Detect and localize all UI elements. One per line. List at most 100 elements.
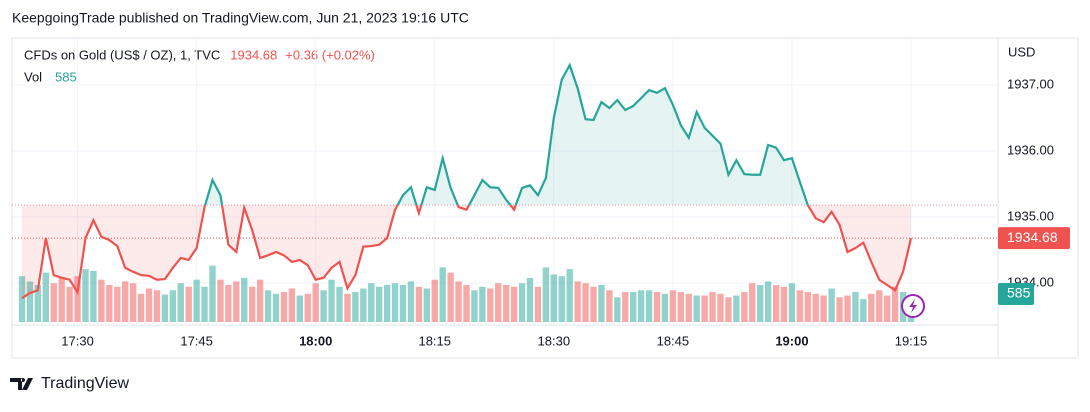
volume-bar [431, 279, 438, 322]
volume-bar [161, 294, 169, 322]
volume-bar [288, 288, 296, 322]
volume-bar [820, 295, 827, 322]
tradingview-logo: TradingView [10, 375, 129, 392]
volume-bar [391, 283, 399, 322]
x-tick-label: 18:00 [299, 333, 332, 348]
currency-label: USD [1008, 44, 1035, 59]
volume-bar [685, 293, 692, 322]
volume-bar [614, 297, 621, 322]
volume-bar [122, 281, 129, 322]
grid [12, 38, 998, 325]
volume-bar [503, 284, 510, 322]
volume-bar [772, 284, 780, 322]
volume-bar [812, 293, 819, 322]
volume-bar [455, 281, 462, 322]
volume-bar [558, 276, 565, 322]
volume-bar [725, 297, 732, 322]
volume-bar [717, 293, 724, 322]
volume-bar [891, 286, 899, 322]
chart-frame [11, 37, 1079, 359]
volume-bar [630, 292, 637, 322]
volume-value-label: 585 [1007, 285, 1031, 301]
volume-bar [757, 284, 764, 322]
volume-value-box [998, 283, 1034, 305]
volume-bar [26, 281, 34, 322]
volume-bar [74, 276, 81, 322]
volume-bar [193, 279, 200, 322]
y-tick-label: 1935.00 [1007, 208, 1054, 223]
volume-bar [368, 283, 375, 322]
volume-bar [58, 277, 65, 322]
lightning-icon [901, 294, 925, 318]
volume-bar [296, 295, 303, 322]
x-tick-label: 18:45 [657, 333, 690, 348]
volume-bar [733, 295, 740, 322]
brand: TradingView [41, 375, 129, 392]
volume-bar [495, 283, 502, 322]
volume-bar [137, 293, 145, 322]
volume-bar [336, 286, 343, 322]
x-tick-label: 19:00 [775, 333, 808, 348]
volume-bar [82, 269, 89, 322]
price-line-down [21, 205, 913, 300]
volume-bar [884, 295, 891, 322]
volume-bar [264, 290, 272, 322]
baseline-fill-up [22, 65, 911, 206]
volume-bar [320, 290, 327, 322]
x-tick-label: 17:30 [61, 333, 94, 348]
legend-change: +0.36 (+0.02%) [285, 47, 375, 62]
volume-bar [90, 270, 97, 322]
x-tick-label: 19:15 [895, 333, 928, 348]
y-tick-label: 1937.00 [1007, 76, 1054, 91]
volume-bar [645, 290, 653, 322]
volume-bar [18, 276, 26, 322]
volume-bar [669, 290, 677, 322]
volume-bar [201, 286, 208, 322]
volume-bar [550, 274, 557, 322]
publish-header: KeepgoingTrade published on TradingView.… [12, 10, 469, 26]
volume-bar [185, 286, 192, 322]
volume-bar [34, 284, 42, 322]
volume-bar [653, 292, 661, 322]
last-price-label: 1934.68 [1007, 229, 1058, 245]
volume-bar [42, 272, 49, 322]
volume-bar [566, 269, 573, 322]
volume-bar [280, 292, 288, 322]
volume-bar [256, 279, 264, 322]
volume-bar [637, 290, 645, 322]
volume-bar [344, 293, 351, 322]
volume-bar [852, 292, 859, 322]
volume-bar [153, 290, 161, 322]
volume-bar [479, 286, 486, 322]
volume-bar [169, 290, 176, 322]
volume-bar [352, 292, 359, 322]
volume-bar [383, 284, 391, 322]
volume-bar [106, 284, 113, 322]
volume-bar [209, 265, 216, 322]
volume-bar [272, 293, 280, 322]
volume-bar [241, 277, 248, 322]
volume-bar [114, 286, 121, 322]
volume-bar [598, 284, 605, 322]
volume-bar [693, 295, 700, 322]
y-tick-label: 1936.00 [1007, 142, 1054, 157]
volume-bar [749, 283, 756, 322]
volume-bar [701, 295, 708, 322]
volume-bar [661, 293, 669, 322]
volume-bar [526, 277, 534, 322]
volume-bar [447, 272, 454, 322]
volume-bar [423, 288, 430, 322]
volume-bar [876, 290, 883, 322]
volume-bar [788, 283, 796, 322]
x-tick-label: 17:45 [180, 333, 213, 348]
volume-bar [376, 286, 383, 322]
volume-bar [518, 283, 526, 322]
volume-bar [868, 293, 875, 322]
volume-bar [860, 299, 867, 322]
volume-bar [764, 281, 772, 322]
volume-bar [836, 297, 843, 322]
volume-bar [360, 288, 367, 322]
x-tick-label: 18:15 [418, 333, 451, 348]
volume-bar [415, 286, 423, 322]
volume-bar [50, 283, 57, 322]
